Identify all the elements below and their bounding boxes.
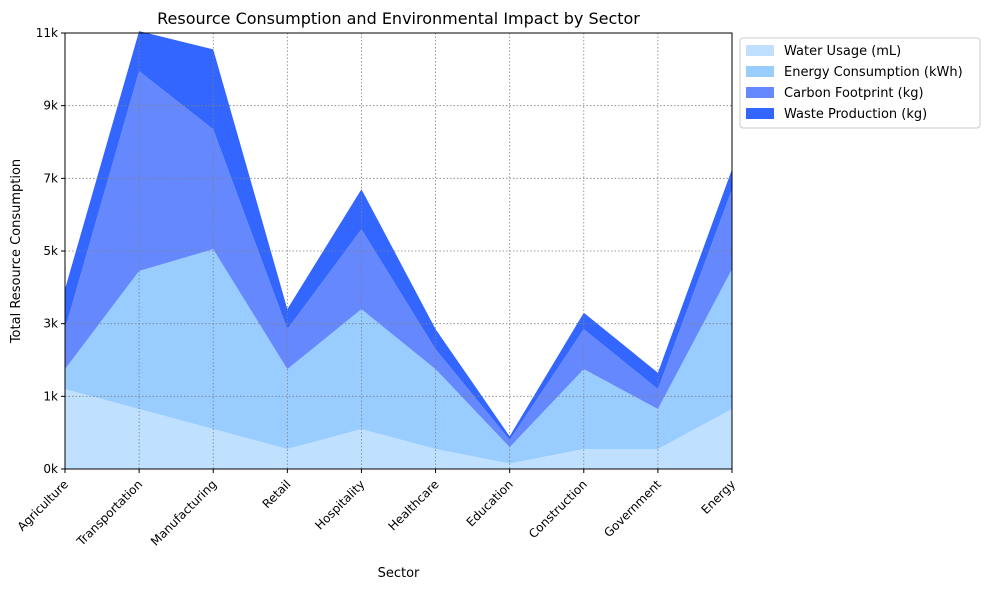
x-tick-label: Education xyxy=(464,477,516,529)
legend-label: Carbon Footprint (kg) xyxy=(784,86,924,101)
y-axis-title: Total Resource Consumption xyxy=(9,159,24,344)
legend-swatch xyxy=(746,87,774,98)
y-tick-label: 9k xyxy=(43,99,58,113)
y-tick-label: 0k xyxy=(43,462,58,476)
x-tick-label: Healthcare xyxy=(386,477,442,533)
chart-title: Resource Consumption and Environmental I… xyxy=(157,9,640,28)
legend-swatch xyxy=(746,108,774,119)
legend-label: Water Usage (mL) xyxy=(784,44,901,59)
x-tick-label: Manufacturing xyxy=(148,477,219,548)
legend-frame xyxy=(739,37,981,129)
x-tick-label: Energy xyxy=(699,477,739,517)
y-tick-label: 5k xyxy=(43,244,58,258)
x-axis-title: Sector xyxy=(378,566,420,581)
area-layers xyxy=(65,31,732,469)
area-series-2 xyxy=(65,249,732,464)
y-tick-label: 3k xyxy=(43,317,58,331)
legend: Water Usage (mL) Energy Consumption (kWh)… xyxy=(739,37,981,129)
area-series-4 xyxy=(65,31,732,440)
legend-swatch xyxy=(746,45,774,56)
x-tick-label: Hospitality xyxy=(312,477,367,532)
y-tick-label: 1k xyxy=(43,389,58,403)
y-tick-label: 7k xyxy=(43,171,58,185)
y-axis-ticks: 0k 1k 3k 5k 7k 9k 11k xyxy=(36,26,65,476)
area-series-3 xyxy=(65,71,732,448)
area-series-1 xyxy=(65,389,732,469)
legend-label: Waste Production (kg) xyxy=(784,107,927,122)
x-tick-label: Government xyxy=(601,477,664,540)
x-tick-label: Construction xyxy=(526,477,590,541)
x-tick-label: Agriculture xyxy=(15,477,72,534)
x-tick-label: Retail xyxy=(260,477,294,511)
legend-swatch xyxy=(746,66,774,77)
x-axis-ticks: Agriculture Transportation Manufacturing Re… xyxy=(15,469,739,549)
legend-label: Energy Consumption (kWh) xyxy=(784,65,963,80)
x-tick-label: Transportation xyxy=(73,477,145,549)
y-tick-label: 11k xyxy=(36,26,58,40)
